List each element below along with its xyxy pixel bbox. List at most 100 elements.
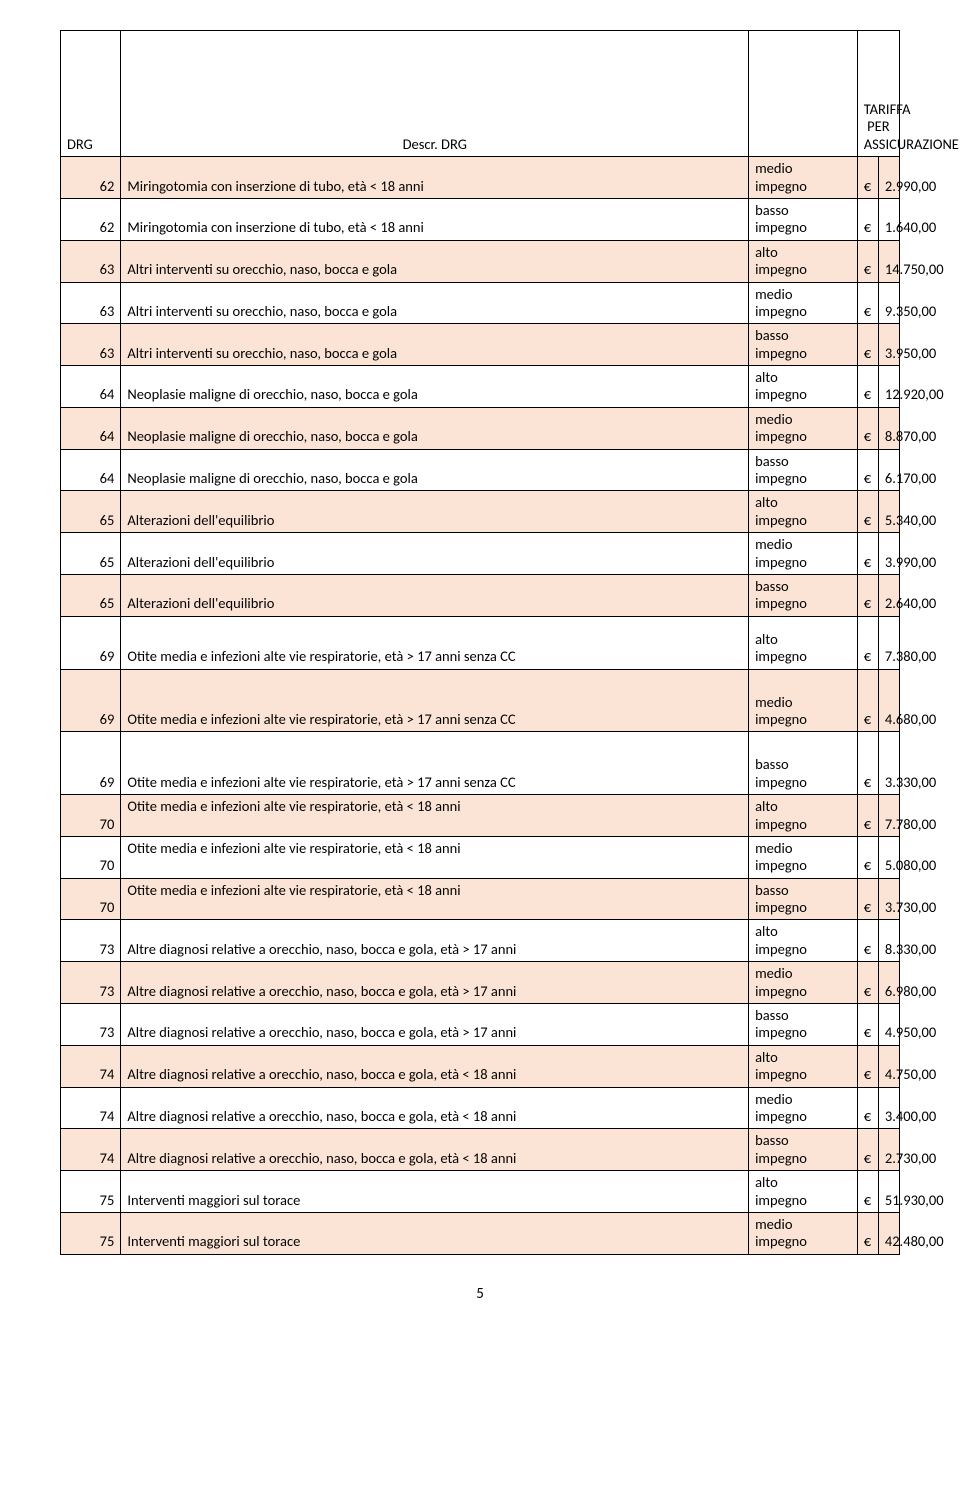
cell-desc: Interventi maggiori sul torace <box>121 1171 749 1213</box>
cell-desc: Altri interventi su orecchio, naso, bocc… <box>121 282 749 324</box>
cell-impegno: medioimpegno <box>749 836 858 878</box>
cell-desc: Neoplasie maligne di orecchio, naso, boc… <box>121 449 749 491</box>
impegno-level: basso <box>755 201 789 219</box>
cell-currency: € <box>857 574 878 616</box>
cell-desc: Altre diagnosi relative a orecchio, naso… <box>121 1087 749 1129</box>
impegno-label: impegno <box>755 856 807 874</box>
cell-drg: 73 <box>61 920 121 962</box>
cell-impegno: altoimpegno <box>749 616 858 669</box>
impegno-label: impegno <box>755 815 807 833</box>
impegno-label: impegno <box>755 469 807 487</box>
impegno-level: alto <box>755 1173 778 1191</box>
impegno-level: alto <box>755 368 778 386</box>
impegno-label: impegno <box>755 647 807 665</box>
cell-drg: 75 <box>61 1212 121 1254</box>
cell-drg: 74 <box>61 1129 121 1171</box>
cell-currency: € <box>857 1004 878 1046</box>
cell-amount: 4.950,00 <box>878 1004 899 1046</box>
impegno-label: impegno <box>755 302 807 320</box>
cell-amount: 8.870,00 <box>878 407 899 449</box>
cell-desc: Alterazioni dell'equilibrio <box>121 533 749 575</box>
cell-amount: 3.730,00 <box>878 878 899 920</box>
header-tariffa-line1: TARIFFA PER <box>864 100 911 135</box>
cell-desc: Altre diagnosi relative a orecchio, naso… <box>121 962 749 1004</box>
header-tariffa: TARIFFA PER ASSICURAZIONE <box>857 31 899 157</box>
impegno-level: medio <box>755 535 792 553</box>
cell-drg: 69 <box>61 616 121 669</box>
cell-drg: 63 <box>61 324 121 366</box>
table-row: 64Neoplasie maligne di orecchio, naso, b… <box>61 449 900 491</box>
cell-amount: 7.780,00 <box>878 795 899 837</box>
table-row: 64Neoplasie maligne di orecchio, naso, b… <box>61 366 900 408</box>
table-row: 65Alterazioni dell'equilibrio medioimpegn… <box>61 533 900 575</box>
cell-currency: € <box>857 878 878 920</box>
cell-currency: € <box>857 157 878 199</box>
cell-drg: 62 <box>61 198 121 240</box>
impegno-level: basso <box>755 1006 789 1024</box>
cell-impegno: medioimpegno <box>749 282 858 324</box>
impegno-label: impegno <box>755 553 807 571</box>
impegno-label: impegno <box>755 1107 807 1125</box>
cell-desc: Otite media e infezioni alte vie respira… <box>121 616 749 669</box>
cell-desc: Interventi maggiori sul torace <box>121 1212 749 1254</box>
cell-currency: € <box>857 920 878 962</box>
impegno-label: impegno <box>755 1149 807 1167</box>
header-tariffa-line2: ASSICURAZIONE <box>864 135 959 153</box>
cell-desc: Altri interventi su orecchio, naso, bocc… <box>121 240 749 282</box>
cell-impegno: bassoimpegno <box>749 1004 858 1046</box>
table-row: 73Altre diagnosi relative a orecchio, na… <box>61 962 900 1004</box>
cell-drg: 74 <box>61 1045 121 1087</box>
cell-impegno: altoimpegno <box>749 795 858 837</box>
cell-desc: Otite media e infezioni alte vie respira… <box>121 836 749 878</box>
cell-amount: 5.340,00 <box>878 491 899 533</box>
cell-drg: 70 <box>61 836 121 878</box>
cell-drg: 69 <box>61 732 121 795</box>
cell-desc: Otite media e infezioni alte vie respira… <box>121 732 749 795</box>
impegno-label: impegno <box>755 177 807 195</box>
cell-amount: 1.640,00 <box>878 198 899 240</box>
cell-impegno: medioimpegno <box>749 1212 858 1254</box>
cell-currency: € <box>857 449 878 491</box>
cell-drg: 62 <box>61 157 121 199</box>
cell-desc: Miringotomia con inserzione di tubo, età… <box>121 157 749 199</box>
impegno-level: alto <box>755 922 778 940</box>
impegno-level: medio <box>755 1215 792 1233</box>
cell-desc: Alterazioni dell'equilibrio <box>121 491 749 533</box>
cell-desc: Otite media e infezioni alte vie respira… <box>121 669 749 732</box>
cell-amount: 12.920,00 <box>878 366 899 408</box>
cell-amount: 42.480,00 <box>878 1212 899 1254</box>
cell-currency: € <box>857 198 878 240</box>
cell-drg: 65 <box>61 533 121 575</box>
cell-currency: € <box>857 324 878 366</box>
cell-desc: Altre diagnosi relative a orecchio, naso… <box>121 1129 749 1171</box>
cell-drg: 75 <box>61 1171 121 1213</box>
impegno-label: impegno <box>755 511 807 529</box>
cell-impegno: altoimpegno <box>749 366 858 408</box>
impegno-level: basso <box>755 452 789 470</box>
cell-drg: 63 <box>61 282 121 324</box>
impegno-level: basso <box>755 881 789 899</box>
cell-amount: 2.730,00 <box>878 1129 899 1171</box>
cell-currency: € <box>857 366 878 408</box>
table-row: 70Otite media e infezioni alte vie respi… <box>61 878 900 920</box>
drg-table: DRG Descr. DRG TARIFFA PER ASSICURAZIONE… <box>60 30 900 1255</box>
impegno-label: impegno <box>755 594 807 612</box>
cell-impegno: bassoimpegno <box>749 324 858 366</box>
cell-amount: 3.990,00 <box>878 533 899 575</box>
cell-currency: € <box>857 1212 878 1254</box>
impegno-level: basso <box>755 755 789 773</box>
header-drg: DRG <box>61 31 121 157</box>
impegno-label: impegno <box>755 710 807 728</box>
impegno-label: impegno <box>755 344 807 362</box>
table-row: 62Miringotomia con inserzione di tubo, e… <box>61 198 900 240</box>
page-number: 5 <box>60 1285 900 1303</box>
impegno-level: alto <box>755 630 778 648</box>
table-row: 63Altri interventi su orecchio, naso, bo… <box>61 240 900 282</box>
cell-desc: Altri interventi su orecchio, naso, bocc… <box>121 324 749 366</box>
cell-currency: € <box>857 732 878 795</box>
cell-desc: Miringotomia con inserzione di tubo, età… <box>121 198 749 240</box>
cell-amount: 3.330,00 <box>878 732 899 795</box>
table-row: 75Interventi maggiori sul toracealtoimpe… <box>61 1171 900 1213</box>
cell-drg: 70 <box>61 795 121 837</box>
table-row: 65Alterazioni dell'equilibrioaltoimpegno… <box>61 491 900 533</box>
